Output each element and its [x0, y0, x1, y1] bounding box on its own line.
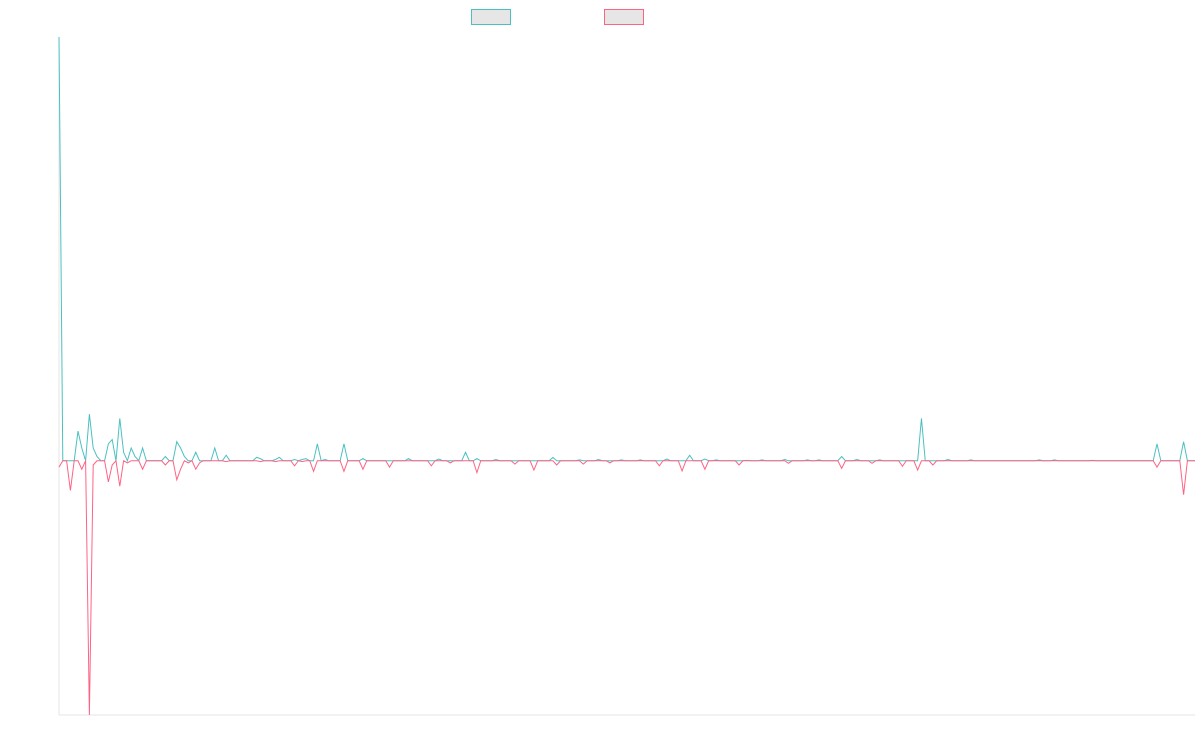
legend-swatch-series-1[interactable] — [471, 9, 511, 25]
series-layer — [58, 36, 1195, 716]
legend-swatch-series-2[interactable] — [604, 9, 644, 25]
chart-axes — [58, 37, 1195, 716]
series-2-line — [58, 459, 1195, 716]
series-1-line — [58, 36, 1195, 463]
